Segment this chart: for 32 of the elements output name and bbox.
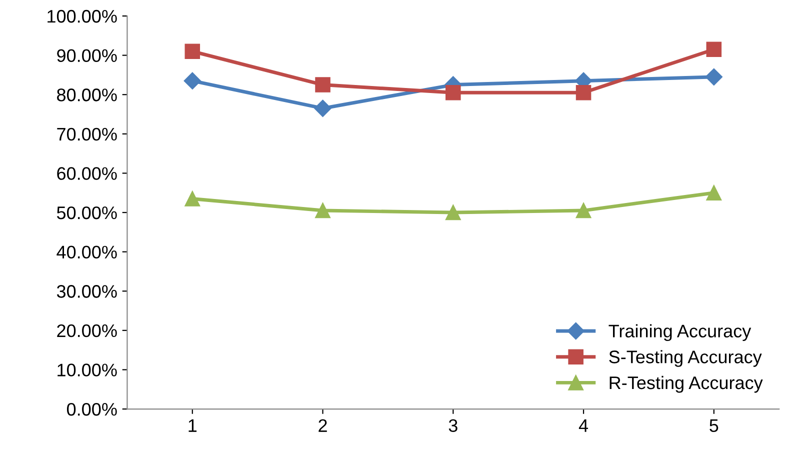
x-tick-label: 3 xyxy=(448,419,458,432)
point xyxy=(706,185,722,200)
y-tick-label: 60.00% xyxy=(57,167,117,180)
y-tick-label: 40.00% xyxy=(56,246,117,259)
point xyxy=(315,202,330,218)
point xyxy=(446,204,461,220)
y-tick-label: 90.00% xyxy=(57,49,117,62)
y-tick-label: 20.00% xyxy=(57,324,117,338)
point xyxy=(576,84,592,100)
y-tick-label: 30.00% xyxy=(56,285,117,298)
point xyxy=(446,84,461,100)
y-tick-label: 50.00% xyxy=(56,206,117,220)
legend-label: Training Accuracy xyxy=(608,324,752,342)
point xyxy=(705,68,722,86)
legend-label: R-Testing Accuracy xyxy=(610,376,763,393)
y-tick-label: 100.00% xyxy=(48,10,117,23)
point xyxy=(184,72,201,90)
y-tick-label: 10.00% xyxy=(58,364,117,376)
x-tick-label: 5 xyxy=(710,419,718,432)
x-tick-label: 4 xyxy=(578,419,588,432)
legend-label: S-Testing Accuracy xyxy=(609,350,762,367)
point xyxy=(184,191,200,206)
point xyxy=(576,202,592,218)
x-tick-label: 2 xyxy=(318,419,327,432)
x-tick-label: 1 xyxy=(188,419,197,432)
point xyxy=(184,44,200,60)
point xyxy=(706,42,722,58)
y-tick-label: 0.00% xyxy=(66,402,117,416)
y-tick-label: 80.00% xyxy=(57,88,117,102)
point xyxy=(315,77,330,92)
y-tick-label: 70.00% xyxy=(57,128,117,141)
point xyxy=(314,100,332,117)
